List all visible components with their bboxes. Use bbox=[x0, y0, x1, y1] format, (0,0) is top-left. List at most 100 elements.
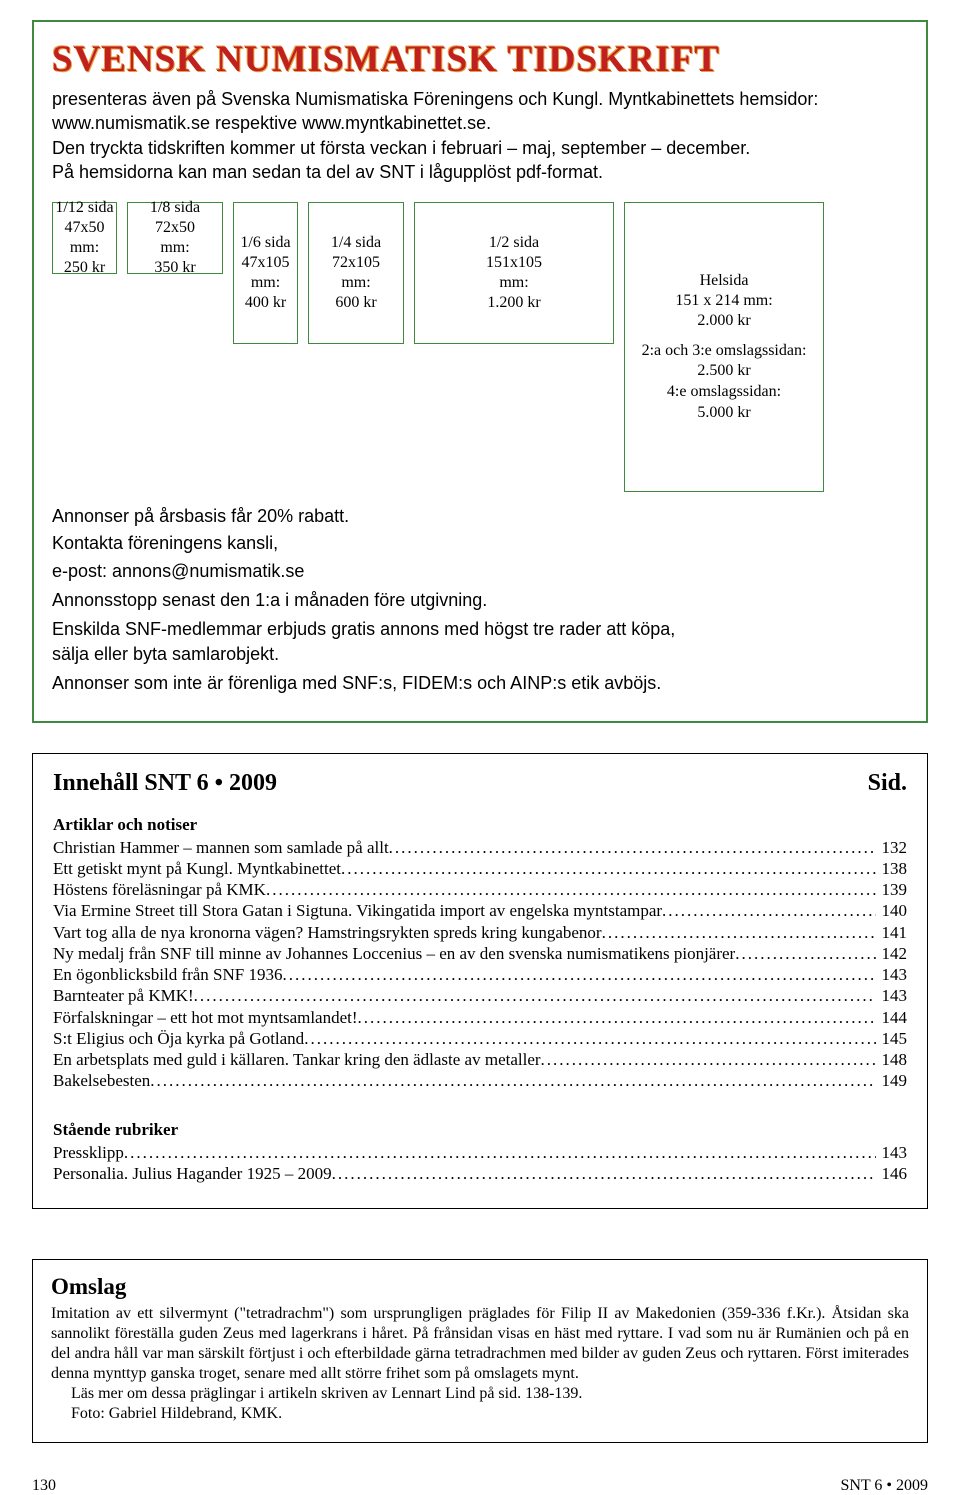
size-unit: mm: bbox=[417, 273, 611, 293]
toc-row: Höstens föreläsningar på KMK139 bbox=[53, 879, 907, 900]
toc-entry-page: 143 bbox=[876, 1142, 908, 1163]
omslag-photo: Foto: Gabriel Hildebrand, KMK. bbox=[51, 1404, 909, 1424]
ad-size-row: 1/12 sida 47x50 mm: 250 kr 1/8 sida 72x5… bbox=[52, 202, 908, 492]
toc-entry-page: 145 bbox=[876, 1028, 908, 1049]
size-1-4: 1/4 sida 72x105 mm: 600 kr bbox=[308, 202, 404, 344]
issue-label: SNT 6 • 2009 bbox=[840, 1477, 928, 1495]
extras-label: 4:e omslagssidan: bbox=[627, 382, 821, 403]
note-line: Annonser på årsbasis får 20% rabatt. bbox=[52, 504, 692, 529]
toc-entry-title: Förfalskningar – ett hot mot myntsamland… bbox=[53, 1007, 358, 1028]
toc-row: Pressklipp 143 bbox=[53, 1142, 907, 1163]
toc-entry-page: 144 bbox=[876, 1007, 908, 1028]
toc-row: Ett getiskt mynt på Kungl. Myntkabinette… bbox=[53, 858, 907, 879]
toc-entry-title: Barnteater på KMK! bbox=[53, 985, 194, 1006]
toc-entry-page: 142 bbox=[876, 943, 908, 964]
size-price: 350 kr bbox=[130, 258, 220, 278]
toc-dots bbox=[358, 1007, 876, 1028]
toc-list: Christian Hammer – mannen som samlade på… bbox=[53, 837, 907, 1092]
page-footer: 130 SNT 6 • 2009 bbox=[32, 1477, 928, 1495]
size-price: 250 kr bbox=[55, 258, 114, 278]
toc-entry-page: 143 bbox=[876, 964, 908, 985]
extras-price: 5.000 kr bbox=[627, 403, 821, 424]
toc-entry-page: 146 bbox=[876, 1163, 908, 1184]
toc-row: Förfalskningar – ett hot mot myntsamland… bbox=[53, 1007, 907, 1028]
size-dim: 151 x 214 mm: bbox=[627, 291, 821, 311]
toc-header: Innehåll SNT 6 • 2009 Sid. bbox=[53, 770, 907, 797]
size-price: 1.200 kr bbox=[417, 293, 611, 313]
toc-entry-title: Ny medalj från SNF till minne av Johanne… bbox=[53, 943, 735, 964]
size-dim: 72x50 bbox=[130, 218, 220, 238]
toc-dots bbox=[541, 1049, 876, 1070]
toc-dots bbox=[304, 1028, 875, 1049]
toc-dots bbox=[283, 964, 876, 985]
intro-line: presenteras även på Svenska Numismatiska… bbox=[52, 89, 818, 109]
intro-line: www.numismatik.se respektive www.myntkab… bbox=[52, 113, 491, 133]
size-unit: mm: bbox=[55, 238, 114, 258]
intro-text: presenteras även på Svenska Numismatiska… bbox=[52, 87, 908, 184]
toc-entry-title: Pressklipp bbox=[53, 1142, 124, 1163]
toc-entry-title: Personalia. Julius Hagander 1925 – 2009 bbox=[53, 1163, 332, 1184]
size-dim: 151x105 bbox=[417, 253, 611, 273]
toc-row: Barnteater på KMK! 143 bbox=[53, 985, 907, 1006]
size-dim: 47x50 bbox=[55, 218, 114, 238]
toc-dots bbox=[332, 1163, 876, 1184]
omslag-more: Läs mer om dessa präglingar i artikeln s… bbox=[51, 1384, 909, 1404]
toc-dots bbox=[124, 1142, 876, 1163]
size-dim: 47x105 bbox=[236, 253, 295, 273]
toc-dots bbox=[735, 943, 875, 964]
size-unit: mm: bbox=[311, 273, 401, 293]
cover-description: Omslag Imitation av ett silvermynt ("tet… bbox=[32, 1259, 928, 1443]
toc-dots bbox=[389, 837, 876, 858]
toc-entry-page: 143 bbox=[876, 985, 908, 1006]
toc-heading: Innehåll SNT 6 • 2009 bbox=[53, 770, 277, 797]
size-label: 1/2 sida bbox=[417, 233, 611, 253]
toc-row: Christian Hammer – mannen som samlade på… bbox=[53, 837, 907, 858]
toc-dots bbox=[150, 1070, 875, 1091]
toc-entry-page: 148 bbox=[876, 1049, 908, 1070]
intro-line: På hemsidorna kan man sedan ta del av SN… bbox=[52, 162, 603, 182]
toc-entry-title: Christian Hammer – mannen som samlade på… bbox=[53, 837, 389, 858]
note-line: Annonsstopp senast den 1:a i månaden för… bbox=[52, 588, 692, 613]
size-unit: mm: bbox=[236, 273, 295, 293]
size-label: 1/6 sida bbox=[236, 233, 295, 253]
toc-entry-page: 138 bbox=[876, 858, 908, 879]
toc-entry-page: 132 bbox=[876, 837, 908, 858]
toc-row: S:t Eligius och Öja kyrka på Gotland 145 bbox=[53, 1028, 907, 1049]
size-1-6: 1/6 sida 47x105 mm: 400 kr bbox=[233, 202, 298, 344]
size-label: 1/4 sida bbox=[311, 233, 401, 253]
note-line: Annonser som inte är förenliga med SNF:s… bbox=[52, 671, 692, 696]
size-dim: 72x105 bbox=[311, 253, 401, 273]
note-line: Enskilda SNF-medlemmar erbjuds gratis an… bbox=[52, 617, 692, 667]
toc-dots bbox=[662, 900, 875, 921]
toc-sid-label: Sid. bbox=[868, 770, 907, 797]
toc-entry-page: 139 bbox=[876, 879, 908, 900]
size-price: 2.000 kr bbox=[627, 311, 821, 331]
toc-row: En arbetsplats med guld i källaren. Tank… bbox=[53, 1049, 907, 1070]
size-label: 1/12 sida bbox=[55, 198, 114, 218]
size-price: 400 kr bbox=[236, 293, 295, 313]
toc-entry-page: 141 bbox=[876, 922, 908, 943]
toc-row: Via Ermine Street till Stora Gatan i Sig… bbox=[53, 900, 907, 921]
size-1-8: 1/8 sida 72x50 mm: 350 kr bbox=[127, 202, 223, 274]
toc-section-title: Stående rubriker bbox=[53, 1120, 907, 1140]
toc-entry-title: S:t Eligius och Öja kyrka på Gotland bbox=[53, 1028, 304, 1049]
toc-entry-title: En ögonblicksbild från SNF 1936 bbox=[53, 964, 283, 985]
toc-row: En ögonblicksbild från SNF 1936 143 bbox=[53, 964, 907, 985]
ad-notes: Annonser på årsbasis får 20% rabatt. Kon… bbox=[52, 504, 692, 696]
toc-entry-title: Vart tog alla de nya kronorna vägen? Ham… bbox=[53, 922, 602, 943]
page-number: 130 bbox=[32, 1477, 56, 1495]
toc-row: Vart tog alla de nya kronorna vägen? Ham… bbox=[53, 922, 907, 943]
toc-list: Pressklipp 143 Personalia. Julius Hagander… bbox=[53, 1142, 907, 1185]
toc-entry-title: En arbetsplats med guld i källaren. Tank… bbox=[53, 1049, 541, 1070]
toc-section-title: Artiklar och notiser bbox=[53, 815, 907, 835]
intro-line: Den tryckta tidskriften kommer ut första… bbox=[52, 138, 750, 158]
toc-entry-title: Ett getiskt mynt på Kungl. Myntkabinette… bbox=[53, 858, 341, 879]
toc-dots bbox=[602, 922, 876, 943]
size-unit: mm: bbox=[130, 238, 220, 258]
size-label: Helsida bbox=[627, 271, 821, 291]
size-price: 600 kr bbox=[311, 293, 401, 313]
toc-entry-page: 140 bbox=[876, 900, 908, 921]
ad-rates-panel: SVENSK NUMISMATISK TIDSKRIFT presenteras… bbox=[32, 20, 928, 723]
cover-extras: 2:a och 3:e omslags­sidan: 2.500 kr 4:e … bbox=[627, 341, 821, 424]
extras-price: 2.500 kr bbox=[627, 361, 821, 382]
